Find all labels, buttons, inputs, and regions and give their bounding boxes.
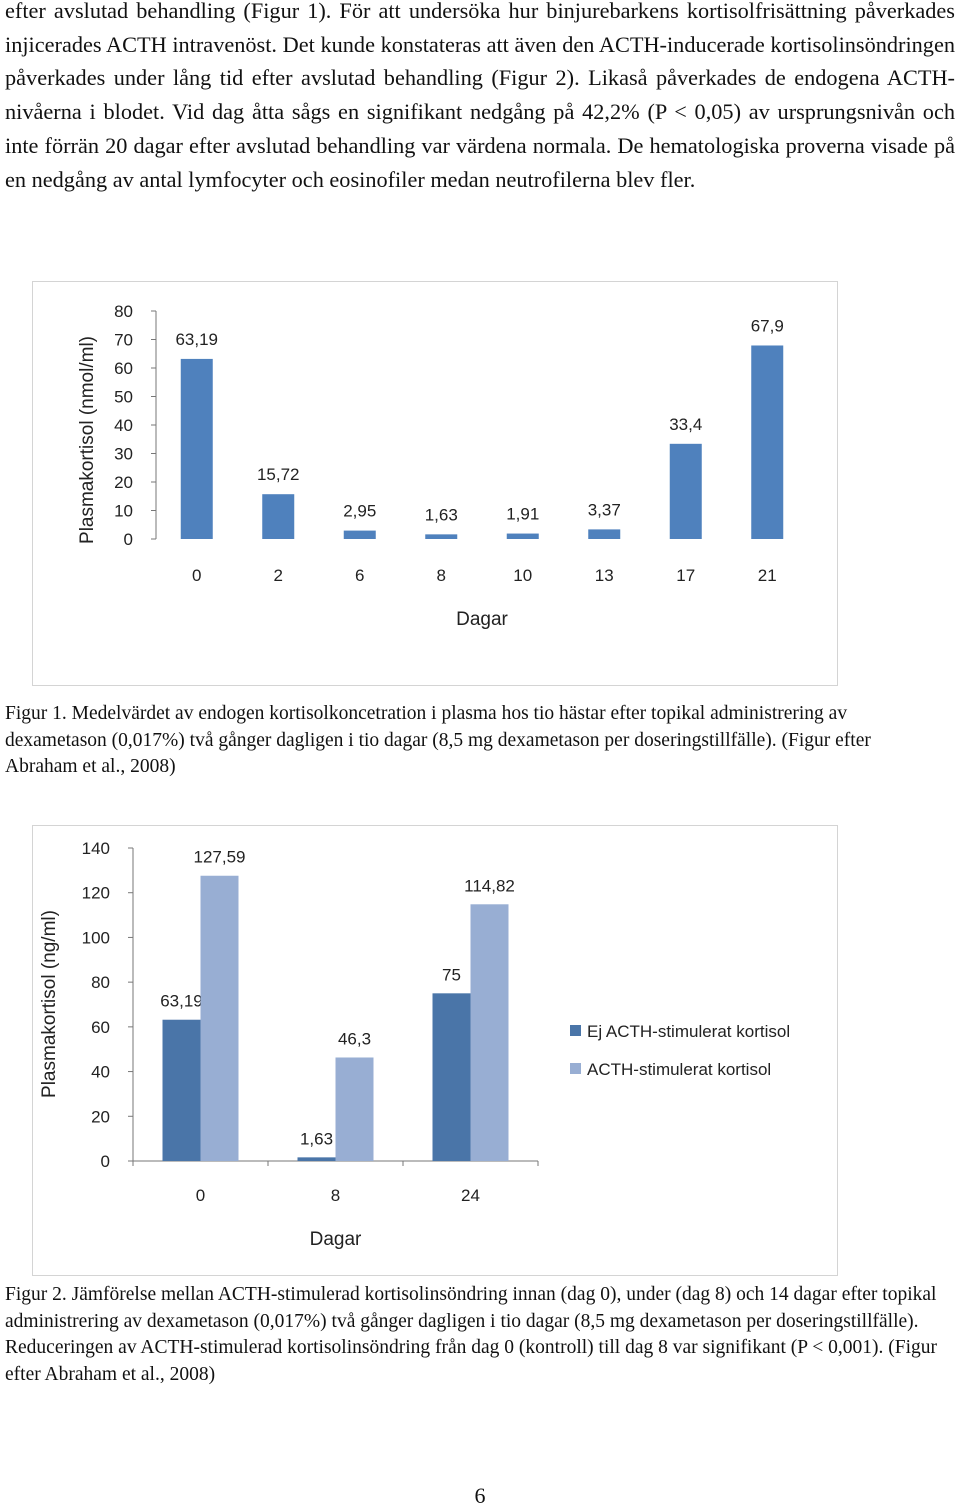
y-tick-label: 100 (82, 928, 110, 947)
bar (335, 1057, 374, 1161)
y-tick-label: 40 (114, 416, 133, 435)
x-tick-label: 10 (513, 566, 532, 585)
data-label: 3,37 (588, 500, 621, 519)
bar (297, 1157, 336, 1161)
data-label: 63,19 (160, 992, 203, 1011)
x-tick-label: 0 (196, 1186, 205, 1205)
page-number: 6 (474, 1483, 486, 1508)
y-axis-title: Plasmakortisol (ng/ml) (39, 910, 60, 1098)
y-tick-label: 10 (114, 502, 133, 521)
bar (343, 530, 376, 539)
data-label: 114,82 (464, 876, 515, 895)
y-tick-label: 140 (82, 839, 110, 858)
data-label: 1,63 (300, 1129, 333, 1148)
data-label: 1,63 (425, 505, 458, 524)
data-label: 46,3 (338, 1029, 371, 1048)
x-tick-label: 0 (192, 566, 201, 585)
x-tick-label: 6 (355, 566, 364, 585)
bar (669, 443, 702, 539)
y-tick-label: 40 (91, 1063, 110, 1082)
figure-2-chart: 0 20 40 60 80 100 120 140 63,19 127,59 0 1,63 46,3 8 7… (32, 825, 838, 1276)
legend-label: ACTH-stimulerat kortisol (587, 1060, 771, 1079)
bar (506, 533, 539, 539)
y-tick-label: 80 (91, 973, 110, 992)
bar (180, 358, 213, 539)
figure-1-chart-svg: 0 10 20 30 40 50 60 70 80 63,19 0 15,72 2 2,95 6 1,63 8 1… (77, 302, 784, 630)
data-label: 1,91 (506, 505, 539, 524)
data-label: 15,72 (257, 465, 300, 484)
x-axis-title: Dagar (456, 609, 508, 630)
y-tick-label: 50 (114, 388, 133, 407)
bar (470, 904, 509, 1161)
data-label: 75 (442, 965, 461, 984)
bar (262, 494, 295, 539)
bar (200, 875, 239, 1161)
bar (588, 529, 621, 539)
y-tick-label: 0 (101, 1152, 110, 1171)
data-label: 63,19 (175, 330, 218, 349)
x-tick-label: 2 (274, 566, 283, 585)
body-paragraph: efter avslutad behandling (Figur 1). För… (5, 0, 955, 192)
bar (162, 1019, 201, 1161)
bar (425, 534, 458, 539)
x-tick-label: 8 (331, 1186, 340, 1205)
data-label: 127,59 (194, 848, 246, 867)
y-tick-label: 20 (114, 473, 133, 492)
data-label: 67,9 (751, 316, 784, 335)
y-tick-label: 0 (124, 530, 133, 549)
x-tick-label: 13 (595, 566, 614, 585)
y-tick-label: 20 (91, 1107, 110, 1126)
y-tick-label: 30 (114, 445, 133, 464)
x-axis-title: Dagar (310, 1229, 362, 1250)
y-tick-label: 80 (114, 302, 133, 321)
legend-swatch (570, 1025, 581, 1036)
y-tick-label: 120 (82, 884, 110, 903)
data-label: 2,95 (343, 502, 376, 521)
figure-2-chart-svg: 0 20 40 60 80 100 120 140 63,19 127,59 0 1,63 46,3 8 7… (39, 839, 790, 1250)
bar (432, 993, 471, 1161)
legend-label: Ej ACTH-stimulerat kortisol (587, 1022, 790, 1041)
y-tick-label: 60 (91, 1018, 110, 1037)
legend-swatch (570, 1063, 581, 1074)
x-tick-label: 24 (461, 1186, 480, 1205)
x-tick-label: 8 (437, 566, 446, 585)
bar (751, 345, 784, 539)
y-axis-title: Plasmakortisol (nmol/ml) (77, 336, 98, 544)
y-tick-label: 70 (114, 331, 133, 350)
y-tick-label: 60 (114, 359, 133, 378)
data-label: 33,4 (669, 415, 702, 434)
x-tick-label: 21 (758, 566, 777, 585)
figure-1-chart: 0 10 20 30 40 50 60 70 80 63,19 0 15,72 2 2,95 6 1,63 8 1… (32, 281, 838, 686)
figure-2-caption: Figur 2. Jämförelse mellan ACTH-stimuler… (5, 1284, 938, 1385)
figure-1-caption: Figur 1. Medelvärdet av endogen kortisol… (5, 703, 871, 777)
x-tick-label: 17 (676, 566, 695, 585)
